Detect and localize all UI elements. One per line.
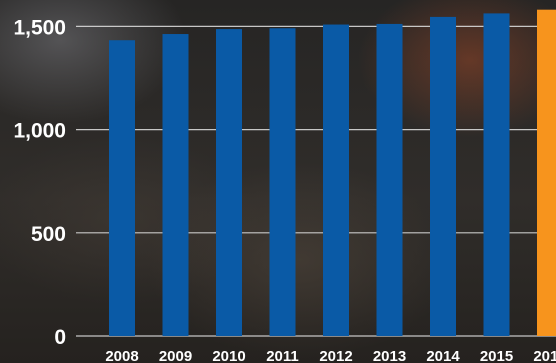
bar xyxy=(323,24,349,337)
y-tick-label: 1,500 xyxy=(13,16,66,39)
x-tick-label: 2010 xyxy=(212,348,245,363)
x-tick-label: 2015 xyxy=(480,348,513,363)
gridlines xyxy=(76,25,556,337)
x-axis-ticks: 2008 2009 2010 2011 2012 2013 2014 2015 2016 xyxy=(105,348,556,363)
bar xyxy=(430,16,456,336)
x-tick-label: 2016 xyxy=(533,348,556,363)
x-tick-label: 2011 xyxy=(266,348,299,363)
bar xyxy=(162,34,189,336)
bars xyxy=(109,9,556,337)
x-tick-label: 2012 xyxy=(319,348,352,363)
x-tick-label: 2013 xyxy=(373,348,406,363)
x-tick-label: 2009 xyxy=(159,348,192,363)
bar xyxy=(216,29,242,337)
y-tick-label: 1,000 xyxy=(13,120,66,143)
bar xyxy=(376,23,403,337)
bar xyxy=(483,13,510,337)
y-tick-label: 0 xyxy=(54,326,66,349)
x-tick-label: 2008 xyxy=(105,348,138,363)
bar xyxy=(109,40,135,337)
y-axis-ticks: 0 500 1,000 1,500 xyxy=(13,16,66,349)
bar xyxy=(537,9,556,336)
y-tick-label: 500 xyxy=(31,223,66,246)
bar xyxy=(269,28,296,337)
x-tick-label: 2014 xyxy=(426,348,460,363)
